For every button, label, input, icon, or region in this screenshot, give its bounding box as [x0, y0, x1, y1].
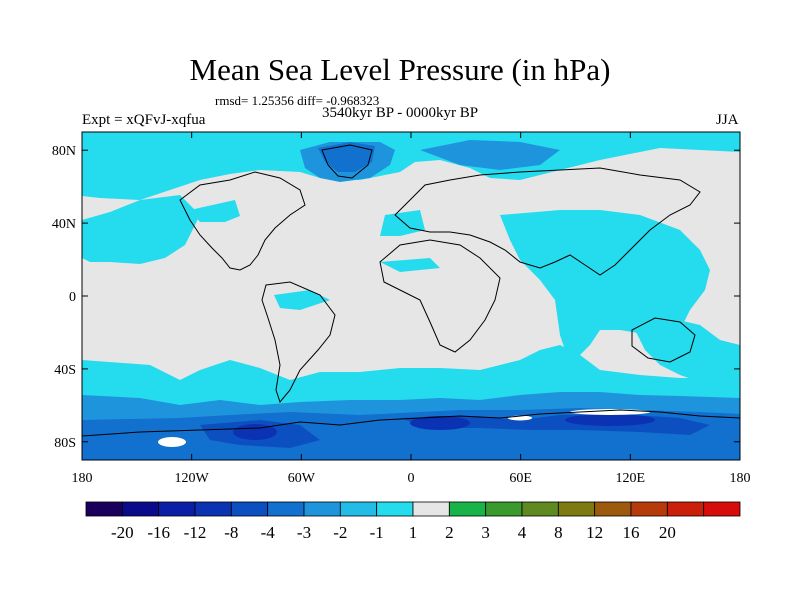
- season-label: JJA: [716, 112, 739, 128]
- period-label: 3540kyr BP - 0000kyr BP: [322, 105, 479, 121]
- anomaly-region-arctic: [318, 142, 375, 172]
- colorbar-swatch: [557, 501, 596, 517]
- colorbar-swatch: [521, 501, 559, 517]
- lon-tick-label: 120W: [175, 471, 210, 486]
- pressure-anomaly-field: [82, 132, 740, 460]
- colorbar-swatch: [303, 501, 341, 517]
- colorbar-swatch: [666, 501, 705, 517]
- lon-tick-label: 180: [730, 471, 751, 486]
- colorbar-swatch: [194, 501, 232, 517]
- colorbar-label: -16: [147, 523, 170, 542]
- colorbar-label: 20: [659, 523, 676, 542]
- lat-tick-label: 80S: [54, 436, 76, 451]
- lat-tick-label: 80N: [52, 144, 76, 159]
- colorbar-swatch: [630, 501, 668, 517]
- colorbar-label: -20: [111, 523, 134, 542]
- lat-tick-label: 40N: [52, 217, 76, 232]
- colorbar-swatch: [267, 501, 305, 517]
- colorbar-label: -8: [224, 523, 238, 542]
- colorbar-label: 4: [518, 523, 527, 542]
- colorbar: -20 -16 -12 -8 -4 -3 -2 -1 1 2 3 4 8 12 16 20: [85, 501, 741, 542]
- colorbar-swatch: [158, 501, 196, 517]
- lon-tick-label: 60W: [288, 471, 316, 486]
- colorbar-swatch: [703, 501, 741, 517]
- colorbar-swatch: [594, 501, 632, 517]
- colorbar-swatch: [485, 501, 523, 517]
- map-title: Mean Sea Level Pressure (in hPa): [189, 52, 611, 87]
- lon-tick-label: 180: [72, 471, 93, 486]
- lat-tick-label: 40S: [54, 363, 76, 378]
- lon-tick-label: 120E: [616, 471, 646, 486]
- colorbar-label: -1: [370, 523, 384, 542]
- latitude-axis: 80N 40N 0 40S 80S: [52, 144, 740, 451]
- coastlines: [82, 144, 740, 437]
- colorbar-swatch: [85, 501, 123, 517]
- colorbar-label: -4: [261, 523, 276, 542]
- colorbar-label: -3: [297, 523, 311, 542]
- colorbar-label: 2: [445, 523, 454, 542]
- colorbar-swatch: [376, 501, 414, 517]
- antarctic-coast-spots: [158, 409, 650, 447]
- anomaly-region-minus8: [233, 414, 655, 440]
- colorbar-swatch: [230, 501, 269, 517]
- colorbar-label: 12: [586, 523, 603, 542]
- colorbar-label: -2: [333, 523, 347, 542]
- lat-tick-label: 0: [69, 290, 76, 305]
- colorbar-swatch: [412, 501, 450, 517]
- colorbar-swatch: [448, 501, 487, 517]
- experiment-label: Expt = xQFvJ-xqfua: [82, 112, 206, 128]
- colorbar-swatch: [339, 501, 378, 517]
- colorbar-label: 3: [481, 523, 490, 542]
- colorbar-swatch: [121, 501, 160, 517]
- colorbar-label: -12: [184, 523, 207, 542]
- rmsd-diff-stats: rmsd= 1.25356 diff= -0.968323: [215, 93, 380, 108]
- colorbar-label: 16: [623, 523, 640, 542]
- longitude-axis: 180 120W 60W 0 60E 120E 180: [72, 132, 751, 486]
- lon-tick-label: 60E: [509, 471, 532, 486]
- colorbar-label: 1: [409, 523, 418, 542]
- lon-tick-label: 0: [408, 471, 415, 486]
- colorbar-label: 8: [554, 523, 563, 542]
